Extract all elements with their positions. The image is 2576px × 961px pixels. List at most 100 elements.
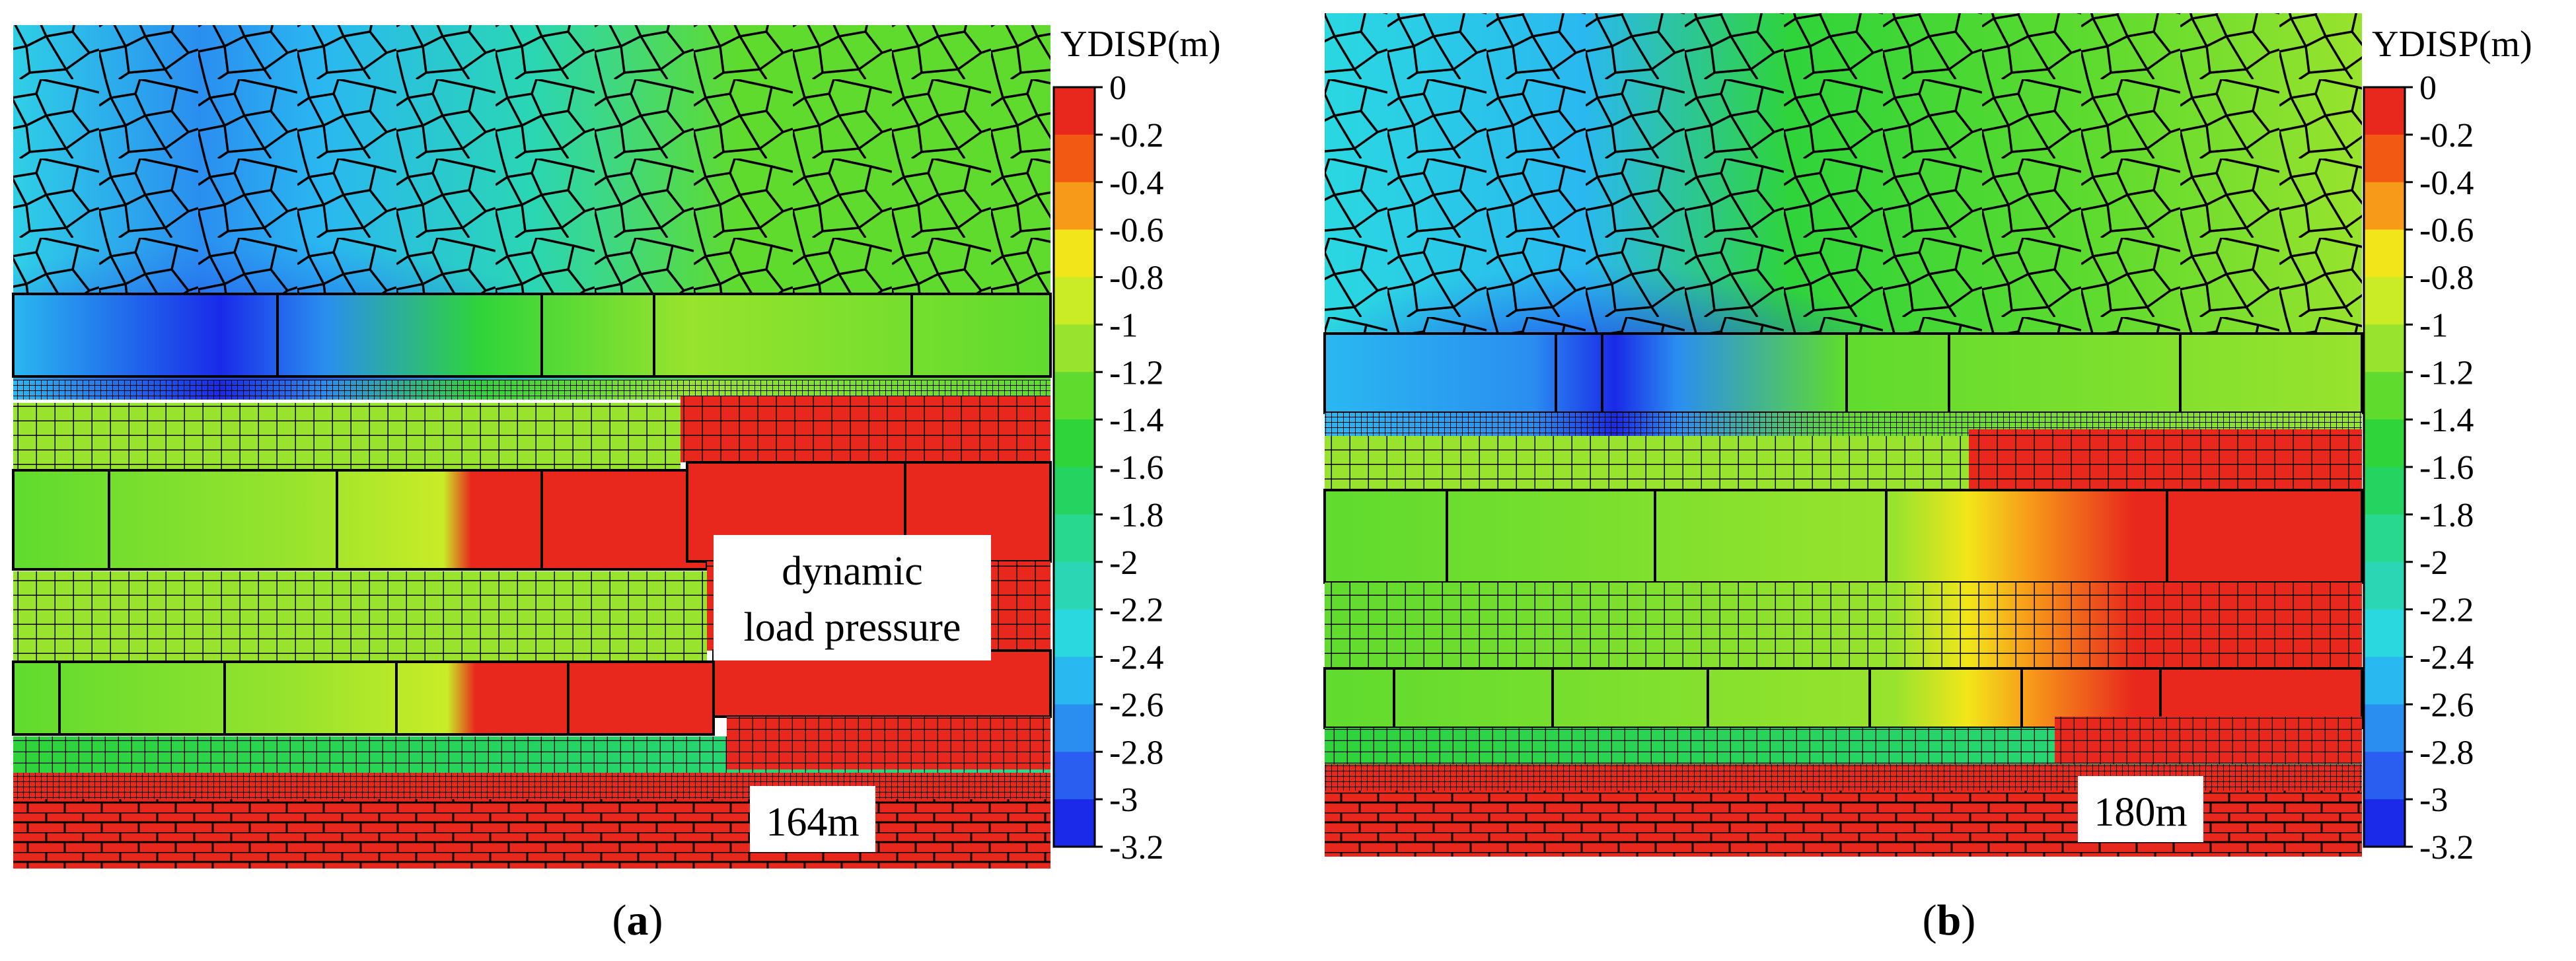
colorbar-tick-label: -0.8 xyxy=(1109,260,1163,297)
colorbar-title: YDISP(m) xyxy=(1060,24,1221,65)
mesh-layer-1-right-grid xyxy=(1969,429,2362,489)
colorbar-b: YDISP(m) 0 -0.2 -0.4 -0.6 -0.8 -1 -1.2 -1.4 -1.6… xyxy=(2363,24,2532,867)
annotation-box xyxy=(714,535,991,660)
colorbar-swatch xyxy=(2364,182,2405,231)
colorbar-swatch xyxy=(2364,87,2405,135)
voronoi-mesh xyxy=(1325,13,2362,337)
colorbar-tick-label: -2.8 xyxy=(2419,734,2474,771)
distance-label: 164m xyxy=(766,800,859,845)
mesh-layer-2-grid xyxy=(1325,583,2362,668)
block-layer-1-joints xyxy=(1446,490,2168,583)
colorbar-swatch xyxy=(1054,514,1095,563)
colorbar-tick-label: -3 xyxy=(1109,781,1138,819)
colorbar-tick-label: -1.4 xyxy=(2419,402,2474,439)
caption-letter-a: a xyxy=(627,896,649,944)
colorbar-swatch xyxy=(2364,752,2405,800)
colorbar-swatch xyxy=(1054,277,1095,325)
block-layer-2-joints xyxy=(58,662,570,734)
colorbar-tick-label: -0.2 xyxy=(1109,117,1163,155)
colorbar-tick-label: -1.6 xyxy=(2419,449,2474,487)
caption-b: (b) xyxy=(1923,896,1976,944)
colorbar-tick-label: -0.8 xyxy=(2419,260,2474,297)
block-layer-1 xyxy=(12,469,708,571)
colorbar-swatch xyxy=(2364,799,2405,847)
colorbar-swatch xyxy=(1054,229,1095,278)
colorbar-a: YDISP(m) 0 -0.2 -0.4 -0.6 -0.8 -1 -1.2 -1.4 -1.6… xyxy=(1052,24,1221,867)
colorbar-tick-label: 0 xyxy=(2419,69,2437,107)
coal-seam-right-mesh xyxy=(2055,717,2362,763)
colorbar-tick-label: -1.6 xyxy=(1109,449,1163,487)
colorbar-tick-label: -3.2 xyxy=(1109,829,1163,867)
colorbar-tick-label: -0.2 xyxy=(2419,117,2474,155)
colorbar-tick-label: -0.6 xyxy=(1109,212,1163,250)
colorbar-tick-label: -2 xyxy=(1109,544,1138,582)
key-stratum-beam xyxy=(1323,332,2363,414)
colorbar-tick-label: -2 xyxy=(2419,544,2448,582)
colorbar-swatch xyxy=(1054,609,1095,658)
colorbar-swatch xyxy=(2364,229,2405,278)
colorbar-tick-label: -1.2 xyxy=(1109,354,1163,392)
colorbar-swatch xyxy=(1054,799,1095,847)
colorbar-tick-label: -2.2 xyxy=(1109,592,1163,629)
beam-joints xyxy=(276,294,913,376)
colorbar-swatch xyxy=(1054,372,1095,420)
colorbar-tick-label: -1.8 xyxy=(1109,497,1163,534)
colorbar-swatch xyxy=(2364,324,2405,373)
floor-fine-mesh xyxy=(1325,764,2362,791)
floor-fine-mesh xyxy=(13,773,1050,799)
colorbar-swatch xyxy=(1054,704,1095,752)
mesh-layer-1-grid xyxy=(13,403,681,469)
colorbar-swatch xyxy=(1054,87,1095,135)
floor-bricks xyxy=(1325,791,2362,857)
mesh-layer-1-grid xyxy=(1325,436,1969,489)
colorbar-tick-label: -3.2 xyxy=(2419,829,2474,867)
colorbar-swatch xyxy=(1054,752,1095,800)
colorbar-swatch xyxy=(1054,561,1095,610)
colorbar-tick-label: -2.8 xyxy=(1109,734,1163,771)
colorbar-swatch xyxy=(2364,134,2405,183)
colorbar-tick-label: -2.4 xyxy=(2419,639,2474,677)
panel-b: 180m xyxy=(1323,13,2363,857)
colorbar-swatch xyxy=(2364,467,2405,515)
colorbar-swatch xyxy=(2364,704,2405,752)
block-layer-2-right xyxy=(712,649,1052,718)
colorbar-swatch xyxy=(1054,134,1095,183)
colorbar-swatch xyxy=(2364,277,2405,325)
colorbar-swatch xyxy=(2364,419,2405,468)
colorbar-tick-label: -0.6 xyxy=(2419,212,2474,250)
colorbar-tick-label: -0.4 xyxy=(1109,164,1163,202)
colorbar-swatch xyxy=(2364,561,2405,610)
colorbar-tick-label: -1 xyxy=(1109,306,1138,344)
colorbar-swatch xyxy=(2364,514,2405,563)
colorbar-tick-label: -1.2 xyxy=(2419,354,2474,392)
colorbar-tick-label: -2.6 xyxy=(2419,686,2474,724)
colorbar-swatch xyxy=(1054,182,1095,231)
block-layer-2 xyxy=(12,660,715,736)
colorbar-swatch xyxy=(1054,657,1095,705)
mesh-layer-2-grid xyxy=(13,571,707,660)
distance-label: 180m xyxy=(2094,790,2187,835)
colorbar-swatch xyxy=(2364,609,2405,658)
colorbar-swatch xyxy=(2364,657,2405,705)
colorbar-title: YDISP(m) xyxy=(2372,24,2532,65)
colorbar-swatch xyxy=(2364,372,2405,420)
colorbar-swatch xyxy=(1054,467,1095,515)
block-layer-1-joints xyxy=(108,470,543,569)
distance-label-box xyxy=(750,786,875,852)
mesh-layer-1-right-grid xyxy=(681,396,1050,462)
distance-label-box xyxy=(2078,776,2203,842)
colorbar-swatch xyxy=(1054,324,1095,373)
coal-seam-right-mesh xyxy=(727,717,1050,769)
block-layer-2-joints xyxy=(1393,668,2162,728)
block-layer-1 xyxy=(1323,489,2363,584)
panel-a: dynamic load pressure 164m xyxy=(12,25,1052,869)
floor-bricks xyxy=(13,799,1050,869)
colorbar-tick-label: -2.4 xyxy=(1109,639,1163,677)
colorbar-tick-label: -1 xyxy=(2419,306,2448,344)
annotation-line-2: load pressure xyxy=(744,605,961,650)
annotation-line-1: dynamic xyxy=(782,549,923,594)
colorbar-swatch xyxy=(1054,419,1095,468)
colorbar-tick-label: 0 xyxy=(1109,69,1126,107)
caption-letter-b: b xyxy=(1937,896,1962,944)
